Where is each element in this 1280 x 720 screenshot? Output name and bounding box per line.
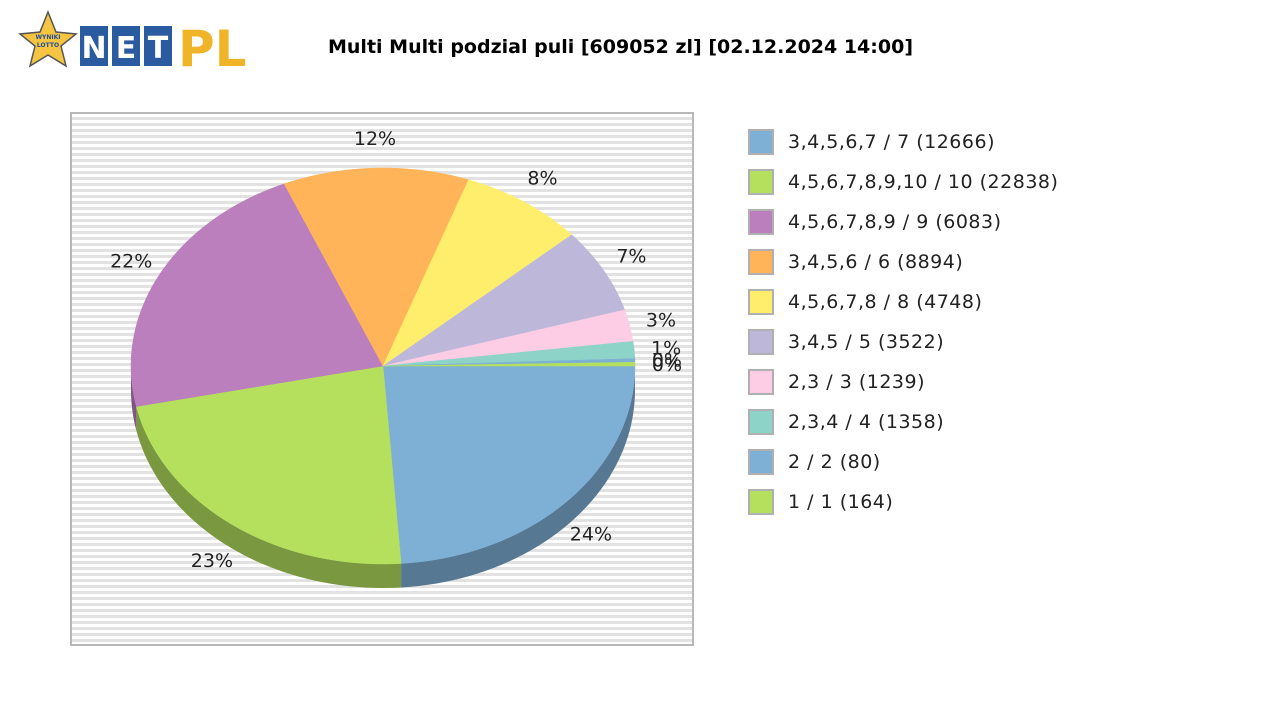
legend-item: 4,5,6,7,8 / 8 (4748) — [748, 282, 1058, 322]
pie-slice-6 — [382, 309, 634, 367]
logo-badge-text-1: WYNIKI — [35, 34, 60, 41]
logo-letter-n: N — [81, 31, 106, 66]
pie-label-5: 7% — [616, 246, 646, 268]
pie-label-4: 8% — [527, 167, 557, 189]
legend-swatch — [748, 209, 774, 235]
logo-letter-t: T — [148, 31, 169, 66]
star-icon — [18, 10, 78, 68]
pie-side-2 — [131, 366, 137, 431]
legend-swatch — [748, 369, 774, 395]
legend-item: 3,4,5,6,7 / 7 (12666) — [748, 122, 1058, 162]
legend-label: 1 / 1 (164) — [788, 491, 894, 513]
legend-label: 2 / 2 (80) — [788, 451, 881, 473]
logo-letter-e: E — [116, 31, 137, 66]
pie-slice-4 — [382, 179, 573, 367]
legend-swatch — [748, 409, 774, 435]
pie-label-3: 12% — [354, 128, 396, 150]
pie-slice-1 — [136, 365, 402, 565]
legend-label: 3,4,5,6 / 6 (8894) — [788, 251, 964, 273]
pie-slice-2 — [130, 183, 384, 407]
legend: 3,4,5,6,7 / 7 (12666) 4,5,6,7,8,9,10 / 10… — [748, 122, 1058, 522]
pie-label-1: 23% — [191, 550, 233, 572]
legend-swatch — [748, 129, 774, 155]
legend-item: 4,5,6,7,8,9,10 / 10 (22838) — [748, 162, 1058, 202]
chart-title: Multi Multi podzial puli [609052 zl] [02… — [328, 36, 914, 58]
legend-swatch — [748, 249, 774, 275]
pie-label-8: 0% — [652, 350, 682, 372]
pie-slice-9 — [382, 362, 636, 367]
legend-label: 4,5,6,7,8,9 / 9 (6083) — [788, 211, 1002, 233]
pie-label-9: 0% — [652, 354, 682, 376]
pie-label-6: 3% — [646, 309, 676, 331]
pie-slice-3 — [283, 167, 469, 367]
legend-item: 2 / 2 (80) — [748, 442, 1058, 482]
legend-swatch — [748, 169, 774, 195]
legend-swatch — [748, 329, 774, 355]
legend-item: 4,5,6,7,8,9 / 9 (6083) — [748, 202, 1058, 242]
legend-item: 1 / 1 (164) — [748, 482, 1058, 522]
pie-slice-5 — [382, 234, 626, 367]
netpl-logo: WYNIKI LOTTO N E T PL — [18, 10, 247, 72]
legend-swatch — [748, 449, 774, 475]
legend-label: 2,3 / 3 (1239) — [788, 371, 926, 393]
legend-item: 2,3,4 / 4 (1358) — [748, 402, 1058, 442]
legend-label: 4,5,6,7,8 / 8 (4748) — [788, 291, 983, 313]
logo-badge-text-2: LOTTO — [37, 42, 59, 49]
legend-label: 4,5,6,7,8,9,10 / 10 (22838) — [788, 171, 1059, 193]
logo-pl-text: PL — [178, 20, 247, 72]
legend-label: 2,3,4 / 4 (1358) — [788, 411, 945, 433]
legend-swatch — [748, 489, 774, 515]
pie-label-0: 24% — [570, 523, 612, 545]
pie-side-0 — [401, 366, 635, 588]
legend-item: 3,4,5,6 / 6 (8894) — [748, 242, 1058, 282]
pie-slice-0 — [382, 365, 636, 564]
legend-item: 3,4,5 / 5 (3522) — [748, 322, 1058, 362]
pie-label-2: 22% — [110, 251, 152, 273]
legend-label: 3,4,5,6,7 / 7 (12666) — [788, 131, 995, 153]
legend-label: 3,4,5 / 5 (3522) — [788, 331, 945, 353]
legend-item: 2,3 / 3 (1239) — [748, 362, 1058, 402]
pie-label-7: 1% — [651, 338, 681, 360]
legend-swatch — [748, 289, 774, 315]
pie-side-1 — [136, 406, 402, 588]
